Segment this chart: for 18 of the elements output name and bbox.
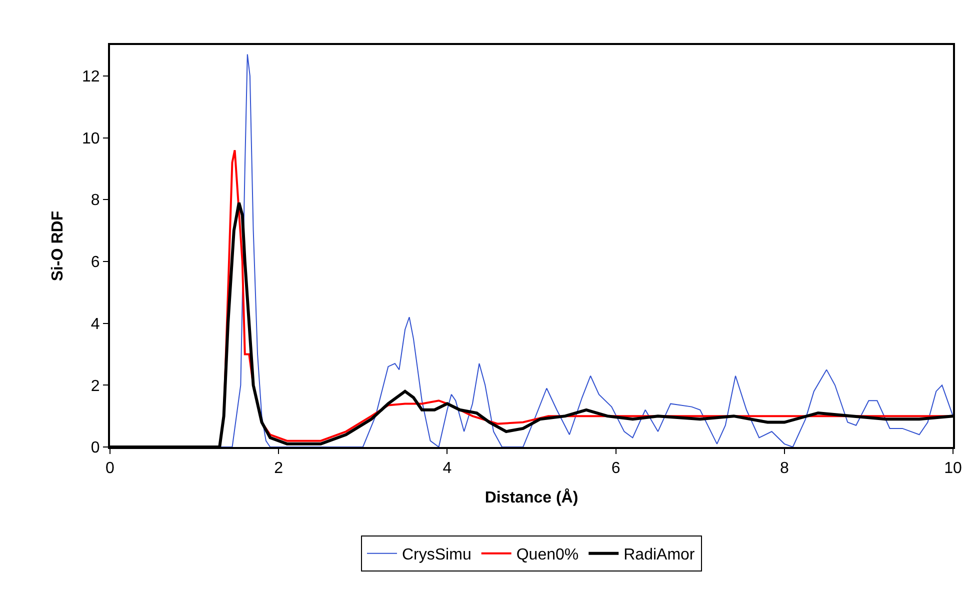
y-tick-label: 4 (90, 316, 100, 333)
x-tick-label: 0 (106, 460, 115, 478)
x-tick-label: 4 (442, 460, 452, 478)
y-axis-title: Si-O RDF (49, 210, 66, 282)
legend-label: Quen0% (516, 546, 579, 564)
legend-label: CrysSimu (402, 546, 472, 564)
x-tick-label: 2 (274, 460, 284, 478)
y-tick-label: 8 (90, 192, 100, 210)
y-tick-label: 12 (82, 68, 100, 86)
y-tick-label: 6 (90, 254, 100, 272)
x-tick-label: 8 (780, 460, 789, 478)
x-tick-label: 10 (944, 460, 962, 478)
legend-label: RadiAmor (624, 546, 696, 564)
x-axis-title: Distance (Å) (484, 487, 578, 506)
y-tick-label: 0 (90, 440, 100, 457)
y-tick-label: 2 (90, 378, 100, 395)
y-tick-label: 10 (82, 130, 100, 148)
x-tick-label: 6 (611, 460, 620, 478)
